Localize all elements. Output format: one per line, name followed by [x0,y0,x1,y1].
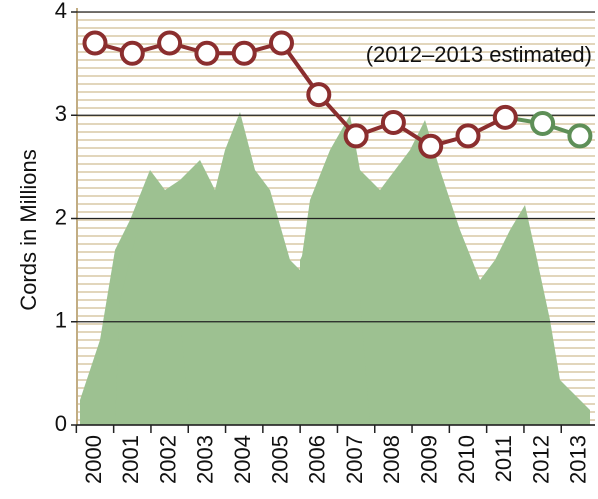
x-tick-label: 2005 [267,435,292,484]
x-tick-label: 2003 [193,435,218,484]
data-point [157,30,183,56]
data-point [119,40,145,66]
y-tick-label: 4 [55,0,67,23]
data-point [567,123,593,149]
y-axis-label: Cords in Millions [16,149,41,310]
x-tick-label: 2011 [491,435,516,482]
x-tick-label: 2000 [81,435,106,484]
data-point [82,30,108,56]
x-tick-label: 2012 [528,435,553,484]
data-point [194,40,220,66]
data-point [492,104,518,130]
x-tick-label: 2007 [342,435,367,484]
annotation: (2012–2013 estimated) [366,42,592,67]
x-tick-label: 2010 [454,435,479,484]
data-point [530,111,556,137]
data-point [455,123,481,149]
x-tick-label: 2013 [566,435,591,484]
y-tick-label: 3 [55,101,67,126]
data-point [343,123,369,149]
data-point [306,82,332,108]
x-tick-label: 2009 [417,435,442,484]
x-tick-label: 2002 [155,435,180,484]
x-tick-label: 2006 [305,435,330,484]
data-point [418,133,444,159]
tree-illustration [80,112,590,425]
y-tick-label: 0 [55,411,67,436]
x-tick-label: 2004 [230,435,255,484]
y-tick-label: 2 [55,204,67,229]
data-point [380,109,406,135]
data-point [231,40,257,66]
x-tick-label: 2008 [379,435,404,484]
data-point [269,30,294,56]
y-tick-label: 1 [55,308,67,333]
x-tick-label: 2001 [118,435,143,484]
